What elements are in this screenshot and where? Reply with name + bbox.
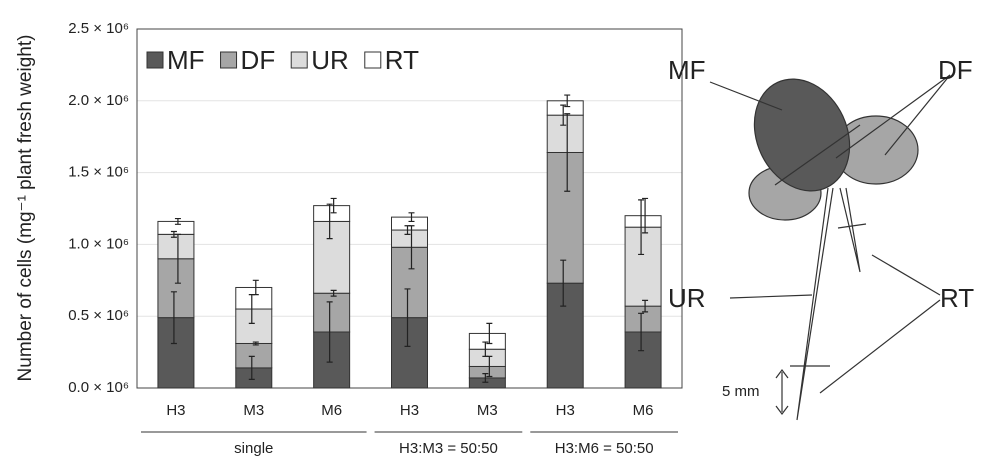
scale-label: 5 mm bbox=[722, 383, 760, 400]
y-tick-label: 1.5 × 10⁶ bbox=[68, 164, 129, 181]
diagram-label: MF bbox=[668, 55, 706, 85]
error-bar bbox=[252, 279, 259, 296]
error-bar bbox=[642, 197, 649, 234]
error-bar bbox=[252, 341, 259, 346]
pointer bbox=[774, 124, 861, 186]
scale-arrows bbox=[775, 369, 789, 415]
bar-segment bbox=[624, 215, 662, 228]
legend-swatch bbox=[146, 51, 164, 69]
bar-segment bbox=[391, 216, 428, 231]
y-tick-label: 2.0 × 10⁶ bbox=[68, 92, 129, 109]
x-tick-label: H3 bbox=[400, 402, 419, 419]
bar-segment bbox=[157, 317, 195, 389]
error-bar bbox=[330, 197, 337, 214]
diagram-label: RT bbox=[940, 283, 974, 313]
x-tick-label: M6 bbox=[321, 402, 342, 419]
bar-segment bbox=[313, 331, 351, 389]
bar-segment bbox=[313, 292, 351, 333]
pointer bbox=[871, 254, 941, 296]
root bbox=[796, 187, 834, 421]
error-bar bbox=[326, 203, 333, 240]
bar-segment bbox=[313, 220, 351, 294]
error-bar bbox=[638, 199, 645, 256]
y-tick-label: 0.5 × 10⁶ bbox=[68, 307, 129, 324]
legend-swatch bbox=[220, 51, 238, 69]
bar-segment bbox=[468, 348, 506, 367]
error-bar bbox=[482, 373, 489, 383]
diagram-label: DF bbox=[938, 55, 973, 85]
y-tick-label: 2.5 × 10⁶ bbox=[68, 20, 129, 37]
error-bar bbox=[174, 217, 181, 225]
bar-segment bbox=[235, 367, 273, 389]
root bbox=[839, 187, 861, 273]
error-bar bbox=[482, 341, 489, 358]
error-bar bbox=[174, 233, 181, 284]
error-bar bbox=[408, 212, 415, 223]
error-bar bbox=[248, 355, 255, 380]
error-bar bbox=[404, 288, 411, 347]
diagram bbox=[709, 74, 951, 421]
error-bar bbox=[170, 291, 177, 345]
legend-label: UR bbox=[311, 45, 349, 75]
error-bar bbox=[564, 113, 571, 192]
bar-segment bbox=[235, 286, 273, 310]
error-bar bbox=[404, 225, 411, 235]
bar-segment bbox=[468, 332, 506, 350]
x-tick-label: M6 bbox=[633, 402, 654, 419]
x-tick-label: H3 bbox=[166, 402, 185, 419]
bar-segment bbox=[235, 308, 273, 344]
bar-segment bbox=[391, 317, 428, 389]
error-bar bbox=[642, 299, 649, 313]
bar-segment bbox=[391, 246, 428, 319]
bar-segment bbox=[157, 233, 195, 260]
bar-segment bbox=[624, 305, 662, 333]
bar-segment bbox=[546, 114, 584, 153]
error-bar bbox=[560, 259, 567, 307]
group-label: single bbox=[234, 440, 273, 457]
legend-label: MF bbox=[167, 45, 205, 75]
bar-segment bbox=[624, 331, 662, 389]
pointer bbox=[709, 81, 783, 111]
x-tick-label: M3 bbox=[477, 402, 498, 419]
group-label: H3:M6 = 50:50 bbox=[555, 440, 654, 457]
bar-segment bbox=[391, 229, 428, 248]
root-mark bbox=[837, 223, 867, 229]
pointer bbox=[729, 294, 813, 299]
mf-leaf bbox=[753, 78, 851, 192]
error-bar bbox=[326, 301, 333, 363]
legend-label: RT bbox=[385, 45, 419, 75]
legend-swatch bbox=[290, 51, 308, 69]
bar-segment bbox=[157, 258, 195, 319]
error-bar bbox=[638, 312, 645, 352]
bar-segment bbox=[546, 282, 584, 389]
diagram-label: UR bbox=[668, 283, 706, 313]
y-tick-label: 0.0 × 10⁶ bbox=[68, 379, 129, 396]
legend-label: DF bbox=[241, 45, 276, 75]
pointer bbox=[819, 299, 941, 394]
bar-segment bbox=[235, 342, 273, 369]
x-tick-label: M3 bbox=[243, 402, 264, 419]
bar-segment bbox=[546, 100, 584, 116]
bar-segment bbox=[157, 220, 195, 235]
bar-segment bbox=[624, 226, 662, 307]
y-tick-label: 1.0 × 10⁶ bbox=[68, 235, 129, 252]
error-bar bbox=[560, 104, 567, 126]
x-tick-label: H3 bbox=[556, 402, 575, 419]
error-bar bbox=[330, 289, 337, 297]
error-bar bbox=[564, 94, 571, 108]
pointer bbox=[884, 74, 951, 156]
bar-segment bbox=[468, 377, 506, 389]
y-axis-label: Number of cells (mg⁻¹ plant fresh weight… bbox=[15, 35, 36, 382]
legend-swatch bbox=[364, 51, 382, 69]
error-bar bbox=[486, 322, 493, 345]
pointer bbox=[835, 74, 951, 159]
group-label: H3:M3 = 50:50 bbox=[399, 440, 498, 457]
plot: 0.0 × 10⁶ 0.5 × 10⁶ 1.0 × 10⁶ 1.5 × 10⁶ 2.0 … bbox=[68, 20, 683, 457]
error-bar bbox=[170, 230, 177, 238]
bar-segment bbox=[546, 151, 584, 284]
bar-segment bbox=[313, 205, 351, 222]
